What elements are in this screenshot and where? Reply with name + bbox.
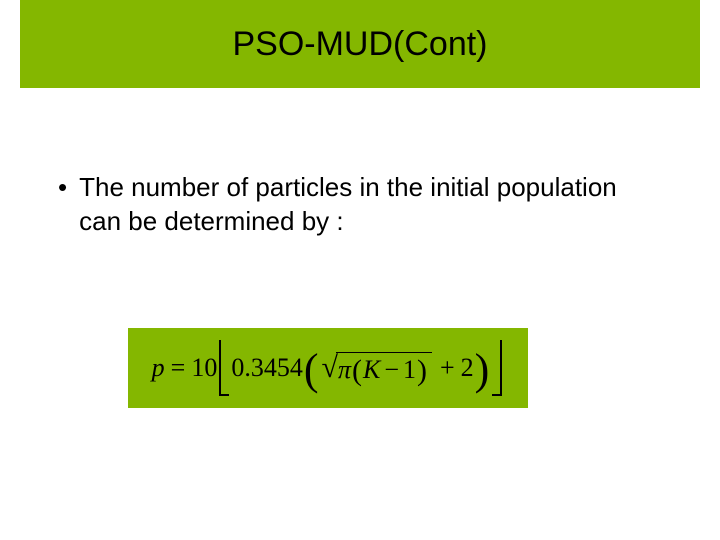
- slide-title: PSO-MUD(Cont): [232, 25, 487, 64]
- sqrt-icon: √: [321, 353, 337, 383]
- formula-K: K: [363, 355, 380, 385]
- formula-two: 2: [461, 353, 474, 383]
- floor-left-icon: [219, 340, 229, 396]
- floor-right-icon: [492, 340, 502, 396]
- sqrt-group: √ π ( K − 1 ): [321, 352, 432, 385]
- paren-big-left-icon: (: [304, 348, 319, 392]
- formula-outer-coef: 10: [191, 353, 217, 383]
- formula-minus: −: [384, 355, 399, 385]
- sqrt-body: π ( K − 1 ): [336, 352, 432, 385]
- formula: p = 10 0.3454 ( √ π ( K − 1 ) + 2 ): [152, 340, 505, 396]
- formula-lhs: p: [152, 353, 165, 383]
- paren-mid-left-icon: (: [352, 356, 362, 386]
- formula-inner-coef: 0.3454: [231, 353, 303, 383]
- formula-plus: +: [440, 353, 455, 383]
- bullet-text: The number of particles in the initial p…: [79, 170, 658, 238]
- bullet-marker: •: [58, 170, 67, 204]
- paren-big-right-icon: ): [475, 348, 490, 392]
- formula-eq: =: [171, 353, 186, 383]
- formula-one: 1: [403, 355, 416, 385]
- bullet-block: • The number of particles in the initial…: [58, 170, 658, 238]
- formula-band: p = 10 0.3454 ( √ π ( K − 1 ) + 2 ): [128, 328, 528, 408]
- paren-mid-right-icon: ): [417, 356, 427, 386]
- formula-pi: π: [338, 355, 351, 385]
- title-band: PSO-MUD(Cont): [20, 0, 700, 88]
